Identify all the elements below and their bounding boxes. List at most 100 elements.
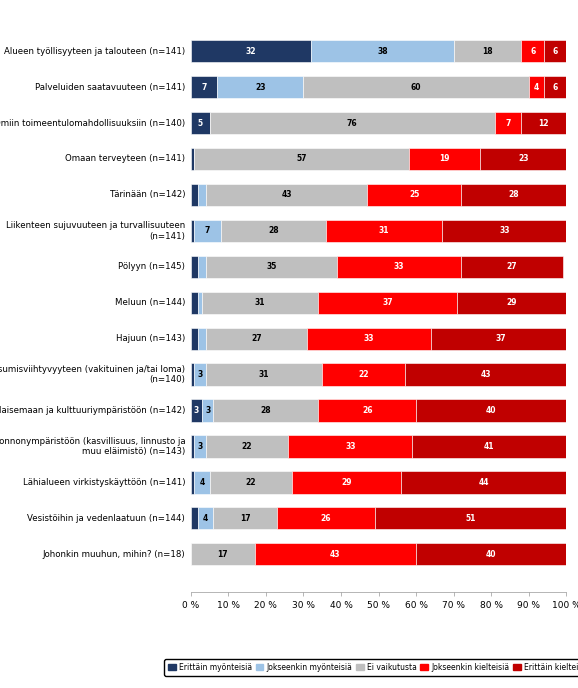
Text: 25: 25 <box>409 191 420 200</box>
Bar <box>191 436 194 458</box>
Text: 7: 7 <box>506 118 511 127</box>
Text: 6: 6 <box>530 47 535 56</box>
Bar <box>202 400 213 422</box>
Bar <box>191 292 198 314</box>
Bar <box>405 363 566 386</box>
Bar <box>323 363 405 386</box>
Bar <box>480 148 566 170</box>
Text: 4: 4 <box>199 478 205 487</box>
Text: 7: 7 <box>201 83 206 92</box>
Text: 22: 22 <box>358 370 369 379</box>
Text: 57: 57 <box>297 155 307 164</box>
Bar <box>292 471 401 493</box>
Bar <box>198 292 202 314</box>
Bar <box>544 40 566 63</box>
Text: 22: 22 <box>246 478 256 487</box>
Text: 38: 38 <box>377 47 388 56</box>
Text: 33: 33 <box>345 442 355 451</box>
Text: 6: 6 <box>553 83 558 92</box>
Text: 3: 3 <box>205 406 210 415</box>
Bar <box>191 471 194 493</box>
Text: 40: 40 <box>486 550 497 559</box>
Bar <box>206 256 338 278</box>
Text: 27: 27 <box>507 262 517 271</box>
Text: 43: 43 <box>281 191 292 200</box>
Bar <box>375 507 566 530</box>
Bar <box>206 436 288 458</box>
Bar <box>198 507 213 530</box>
Bar <box>191 112 210 134</box>
Bar <box>194 363 206 386</box>
Text: 44: 44 <box>479 478 489 487</box>
Text: 31: 31 <box>255 298 265 308</box>
Text: 28: 28 <box>509 191 519 200</box>
Text: 33: 33 <box>364 334 375 343</box>
Bar <box>318 400 416 422</box>
Bar <box>443 219 566 242</box>
Text: 43: 43 <box>480 370 491 379</box>
Bar <box>303 76 529 98</box>
Text: 41: 41 <box>484 442 495 451</box>
Text: 17: 17 <box>240 514 250 523</box>
Bar <box>191 148 194 170</box>
Bar <box>191 543 254 566</box>
Text: 6: 6 <box>553 47 558 56</box>
Text: 19: 19 <box>439 155 450 164</box>
Text: 28: 28 <box>261 406 271 415</box>
Text: 12: 12 <box>539 118 549 127</box>
Text: 17: 17 <box>217 550 228 559</box>
Text: 23: 23 <box>255 83 265 92</box>
Text: 4: 4 <box>203 514 209 523</box>
Bar <box>288 436 412 458</box>
Text: 32: 32 <box>246 47 256 56</box>
Bar <box>311 40 454 63</box>
Text: 43: 43 <box>330 550 340 559</box>
Bar <box>412 436 566 458</box>
Text: 31: 31 <box>379 226 390 235</box>
Text: 29: 29 <box>507 298 517 308</box>
Bar <box>191 507 198 530</box>
Text: 60: 60 <box>411 83 421 92</box>
Bar <box>454 40 521 63</box>
Text: 31: 31 <box>259 370 269 379</box>
Text: 18: 18 <box>482 47 493 56</box>
Text: 37: 37 <box>495 334 506 343</box>
Text: 37: 37 <box>383 298 393 308</box>
Text: 29: 29 <box>342 478 352 487</box>
Text: 51: 51 <box>465 514 476 523</box>
Text: 28: 28 <box>268 226 279 235</box>
Bar <box>194 148 409 170</box>
Bar <box>409 148 480 170</box>
Bar <box>198 327 206 350</box>
Bar <box>431 327 570 350</box>
Bar <box>416 400 566 422</box>
Text: 3: 3 <box>198 370 203 379</box>
Bar <box>495 112 521 134</box>
Text: 23: 23 <box>518 155 528 164</box>
Bar <box>202 292 318 314</box>
Text: 7: 7 <box>205 226 210 235</box>
Text: 4: 4 <box>533 83 539 92</box>
Text: 26: 26 <box>362 406 373 415</box>
Bar <box>210 112 495 134</box>
Text: 35: 35 <box>266 262 277 271</box>
Text: 3: 3 <box>194 406 199 415</box>
Bar <box>191 76 217 98</box>
Bar <box>213 400 318 422</box>
Bar <box>416 543 566 566</box>
Bar <box>191 256 198 278</box>
Bar <box>213 507 277 530</box>
Bar <box>368 184 461 206</box>
Bar <box>217 76 303 98</box>
Bar <box>191 184 198 206</box>
Legend: Erittäin myönteisiä, Jokseenkin myönteisiä, Ei vaikutusta, Jokseenkin kielteisiä: Erittäin myönteisiä, Jokseenkin myönteis… <box>164 659 578 676</box>
Text: 22: 22 <box>242 442 253 451</box>
Bar <box>544 76 566 98</box>
Bar <box>318 292 457 314</box>
Bar <box>461 184 566 206</box>
Bar <box>401 471 566 493</box>
Bar <box>338 256 461 278</box>
Bar <box>461 256 563 278</box>
Bar <box>194 219 221 242</box>
Bar <box>191 400 202 422</box>
